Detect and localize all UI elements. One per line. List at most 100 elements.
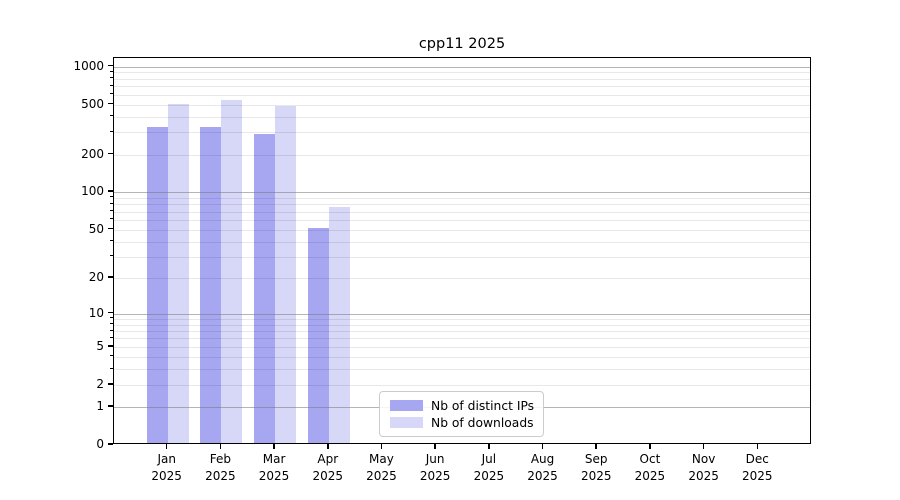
x-tick-month: Jul (481, 452, 497, 466)
y-tick-label: 2 (96, 376, 104, 391)
y-minor-tick-mark (110, 77, 113, 79)
y-tick-mark (108, 102, 113, 105)
x-tick-year: 2025 (688, 468, 719, 483)
y-minor-tick-mark (110, 336, 113, 338)
y-tick-label: 10 (88, 305, 104, 320)
legend: Nb of distinct IPs Nb of downloads (379, 391, 544, 437)
y-minor-tick-mark (110, 355, 113, 357)
y-tick-mark (108, 64, 113, 67)
y-minor-tick-mark (110, 323, 113, 325)
x-tick-mark (702, 444, 705, 449)
x-tick-mark (273, 444, 275, 449)
y-tick-mark (108, 227, 113, 230)
x-tick-label: Nov 2025 (664, 451, 744, 484)
chart-title: cpp11 2025 (418, 36, 506, 52)
x-tick-label: Jun 2025 (395, 451, 475, 484)
x-tick-year: 2025 (527, 468, 558, 483)
x-tick-month: Aug (530, 452, 555, 466)
y-minor-tick-mark (110, 367, 113, 369)
bar-distinct-ips-apr (307, 227, 329, 443)
y-tick-mark (108, 152, 113, 155)
y-minor-tick-mark (110, 84, 113, 86)
bar-downloads-apr (328, 207, 350, 443)
x-tick-mark (434, 444, 436, 449)
x-tick-year: 2025 (473, 468, 505, 483)
x-tick-month: Oct (639, 452, 661, 466)
legend-swatch-distinct-ips-icon (390, 400, 423, 411)
bar-downloads-jan (167, 104, 189, 443)
y-minor-tick-mark (110, 218, 113, 220)
x-tick-label: Dec 2025 (717, 451, 797, 484)
x-tick-label: Feb 2025 (180, 451, 260, 484)
y-minor-tick-mark (110, 196, 113, 198)
x-tick-label: Apr 2025 (288, 451, 368, 484)
y-tick-mark (108, 311, 113, 314)
x-tick-mark (595, 444, 597, 449)
legend-item-downloads: Nb of downloads (380, 416, 543, 430)
y-tick-label: 200 (81, 146, 104, 161)
x-tick-mark (380, 444, 383, 449)
x-tick-mark (165, 444, 168, 449)
y-minor-tick-mark (110, 329, 113, 331)
bar-downloads-feb (221, 99, 243, 443)
y-minor-tick-mark (110, 115, 113, 117)
x-tick-year: 2025 (634, 468, 666, 483)
y-minor-tick-mark (110, 202, 113, 204)
x-tick-month: Feb (209, 452, 231, 466)
bars-layer (114, 58, 810, 443)
y-tick-mark (108, 443, 113, 445)
x-tick-mark (649, 444, 651, 449)
x-tick-mark (327, 444, 329, 449)
x-tick-month: Jan (157, 452, 176, 466)
y-tick-mark (108, 345, 113, 347)
x-tick-label: Jan 2025 (127, 451, 207, 484)
y-minor-tick-mark (110, 70, 113, 72)
x-tick-year: 2025 (419, 468, 451, 483)
y-minor-tick-mark (110, 93, 113, 95)
x-tick-month: Mar (262, 452, 286, 466)
x-tick-month: Sep (584, 452, 608, 466)
x-tick-year: 2025 (742, 468, 773, 483)
y-minor-tick-mark (110, 317, 113, 319)
bar-distinct-ips-jan (146, 126, 168, 443)
y-tick-mark (108, 405, 113, 407)
y-minor-tick-mark (110, 255, 113, 257)
x-tick-year: 2025 (205, 468, 236, 483)
x-tick-mark (219, 444, 222, 449)
x-tick-month: Nov (691, 452, 716, 466)
y-tick-label: 1000 (73, 58, 104, 73)
y-tick-label: 500 (81, 96, 104, 111)
y-tick-mark (108, 276, 113, 278)
x-tick-month: Jun (425, 452, 445, 466)
x-tick-year: 2025 (258, 468, 290, 483)
legend-label-downloads: Nb of downloads (431, 415, 534, 430)
y-tick-mark (108, 190, 113, 192)
x-tick-mark (756, 444, 759, 449)
legend-swatch-downloads-icon (390, 417, 423, 428)
legend-item-distinct-ips: Nb of distinct IPs (380, 399, 543, 413)
bar-downloads-mar (275, 106, 297, 443)
x-tick-mark (541, 444, 544, 449)
legend-label-distinct-ips: Nb of distinct IPs (431, 398, 535, 413)
x-tick-month: Apr (317, 452, 339, 466)
y-tick-label: 1 (96, 399, 104, 414)
x-tick-label: Oct 2025 (610, 451, 690, 484)
y-tick-label: 5 (96, 338, 104, 353)
plot-area (113, 57, 811, 444)
y-tick-label: 0 (96, 437, 104, 451)
x-tick-month: Dec (745, 452, 769, 466)
x-tick-month: May (369, 452, 394, 466)
y-tick-mark (108, 383, 113, 385)
x-tick-year: 2025 (366, 468, 397, 483)
x-tick-year: 2025 (312, 468, 344, 483)
y-tick-label: 50 (88, 221, 104, 236)
y-minor-tick-mark (110, 210, 113, 212)
y-minor-tick-mark (110, 240, 113, 242)
x-tick-year: 2025 (151, 468, 182, 483)
x-tick-label: Sep 2025 (556, 451, 636, 484)
x-tick-label: May 2025 (341, 451, 421, 484)
x-tick-label: Jul 2025 (449, 451, 529, 484)
x-tick-label: Aug 2025 (503, 451, 583, 484)
y-tick-label: 100 (81, 184, 104, 199)
